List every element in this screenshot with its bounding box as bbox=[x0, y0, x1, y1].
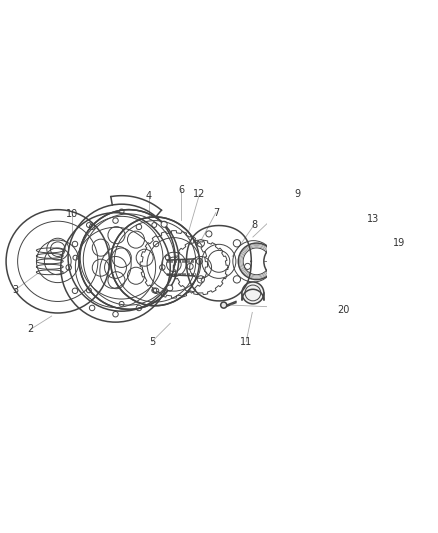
Text: 13: 13 bbox=[366, 214, 378, 224]
Text: 20: 20 bbox=[336, 305, 349, 315]
Circle shape bbox=[166, 285, 173, 291]
Text: 3: 3 bbox=[12, 285, 18, 295]
Circle shape bbox=[241, 282, 263, 304]
Text: 7: 7 bbox=[212, 208, 219, 217]
Text: 12: 12 bbox=[193, 189, 205, 199]
Text: 9: 9 bbox=[294, 189, 300, 199]
Text: 5: 5 bbox=[148, 336, 155, 346]
Circle shape bbox=[220, 302, 226, 308]
Text: 8: 8 bbox=[251, 220, 257, 230]
Text: 6: 6 bbox=[178, 184, 184, 195]
Text: 2: 2 bbox=[27, 325, 33, 334]
Text: 4: 4 bbox=[145, 191, 152, 201]
Circle shape bbox=[161, 221, 167, 227]
Text: 19: 19 bbox=[392, 238, 404, 248]
Text: 11: 11 bbox=[240, 336, 252, 346]
Text: 10: 10 bbox=[65, 209, 78, 219]
